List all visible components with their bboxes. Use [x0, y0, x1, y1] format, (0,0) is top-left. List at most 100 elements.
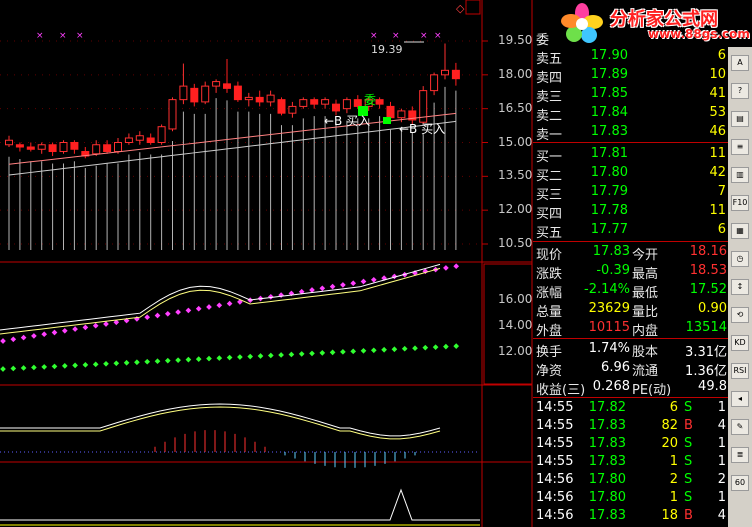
- tick-time: 14:56: [536, 508, 574, 523]
- candle-body: [59, 142, 68, 153]
- order-volume: 11: [709, 203, 726, 218]
- signal-x: ×: [59, 31, 67, 41]
- toolbar-button[interactable]: ⟲: [731, 307, 749, 323]
- candle-body: [201, 85, 210, 103]
- toolbar-button[interactable]: ▦: [731, 223, 749, 239]
- green-dot: [453, 343, 460, 349]
- tick-price: 17.83: [588, 436, 626, 451]
- tick-side: S: [684, 490, 693, 505]
- toolbar-button[interactable]: ≣: [731, 447, 749, 463]
- candle-body: [375, 99, 384, 105]
- fund-value: 0.268: [592, 379, 630, 394]
- candle-body: [299, 99, 308, 107]
- green-dot: [175, 357, 181, 363]
- stat-value: 0.90: [698, 301, 727, 316]
- toolbar-button[interactable]: RSI: [731, 363, 749, 379]
- order-label: 买五: [536, 226, 563, 241]
- stat-label: 最高: [632, 267, 659, 282]
- order-price: 17.90: [590, 48, 628, 63]
- order-volume: 6: [717, 48, 726, 63]
- candle-body: [114, 142, 122, 153]
- purple-dot: [226, 300, 233, 307]
- green-dot: [31, 364, 37, 371]
- purple-dot: [164, 310, 171, 317]
- order-price: 17.80: [590, 165, 628, 180]
- tick-count: 2: [717, 472, 726, 487]
- toolbar-button[interactable]: A: [731, 55, 749, 71]
- ma-line: [8, 112, 456, 165]
- fund-label: 流通: [632, 364, 659, 379]
- toolbar-button[interactable]: 60: [731, 475, 749, 491]
- green-dot: [237, 354, 243, 360]
- tick-price: 17.80: [588, 490, 626, 505]
- toolbar-button[interactable]: ↕: [731, 279, 749, 295]
- toolbar-button[interactable]: KD: [731, 335, 749, 351]
- purple-dot: [206, 304, 212, 310]
- green-dot: [412, 345, 418, 352]
- signal-spike: [0, 488, 480, 521]
- tick-time: 14:56: [536, 472, 574, 487]
- candle-body: [277, 99, 286, 114]
- fund-label: 净资: [536, 364, 563, 379]
- signal-mark: 委: [364, 93, 377, 107]
- indicator-line: [0, 267, 441, 335]
- toolbar-button[interactable]: ▤: [731, 111, 749, 127]
- candle-body: [37, 144, 46, 150]
- green-dot: [319, 350, 326, 356]
- green-dot: [350, 348, 357, 355]
- tick-price: 17.80: [588, 472, 626, 487]
- purple-dot: [61, 327, 68, 334]
- green-dot: [370, 347, 377, 354]
- stat-value: 18.53: [689, 263, 727, 278]
- buy-signal-box: [383, 117, 391, 124]
- toolbar-button[interactable]: ✎: [731, 419, 749, 435]
- tick-volume: 1: [669, 490, 678, 505]
- tick-count: 1: [717, 490, 726, 505]
- candle-body: [157, 126, 166, 144]
- toolbar-button[interactable]: ≡: [731, 139, 749, 155]
- order-label: 卖五: [536, 52, 563, 67]
- toolbar-button[interactable]: F10: [731, 195, 749, 211]
- price-axis-tick: 18.00: [498, 66, 533, 81]
- fund-value: 3.31亿: [685, 345, 727, 360]
- purple-dot: [185, 307, 192, 314]
- fund-value: 1.36亿: [685, 364, 727, 379]
- toolbar-button[interactable]: ▥: [731, 167, 749, 183]
- toolbar-button[interactable]: ?: [731, 83, 749, 99]
- candle-body: [397, 110, 406, 119]
- order-volume: 53: [709, 105, 726, 120]
- green-dot: [216, 355, 223, 361]
- candle-body: [310, 99, 319, 105]
- green-dot: [82, 362, 89, 368]
- purple-dot: [113, 319, 120, 326]
- purple-dot: [175, 309, 181, 315]
- order-price: 17.79: [590, 184, 628, 199]
- tick-volume: 20: [661, 436, 678, 451]
- purple-dot: [267, 293, 274, 300]
- fund-label: 换手: [536, 345, 563, 360]
- tick-price: 17.83: [588, 508, 626, 523]
- fund-label: 股本: [632, 345, 659, 360]
- price-axis-tick: 16.50: [498, 100, 533, 115]
- stat-label: 今开: [632, 248, 659, 263]
- toolbar-button[interactable]: ◷: [731, 251, 749, 267]
- stat-label: 涨幅: [536, 286, 563, 301]
- candle-body: [168, 99, 177, 130]
- purple-dot: [144, 314, 151, 321]
- candle-body: [212, 81, 221, 87]
- signal-x: ×: [36, 31, 44, 41]
- green-dot: [422, 344, 429, 351]
- candle-body: [244, 96, 253, 101]
- tick-time: 14:55: [536, 400, 574, 415]
- green-dot: [134, 359, 140, 366]
- green-dot: [41, 364, 48, 370]
- panel-separator: [533, 142, 728, 143]
- order-price: 17.84: [590, 105, 628, 120]
- toolbar-button[interactable]: ◂: [731, 391, 749, 407]
- diamond-icon: ◇: [456, 2, 465, 15]
- stat-value: 17.52: [689, 282, 727, 297]
- green-dot: [381, 346, 387, 353]
- indicator-axis-tick: 16.00: [498, 292, 533, 306]
- stat-label: 最低: [632, 286, 659, 301]
